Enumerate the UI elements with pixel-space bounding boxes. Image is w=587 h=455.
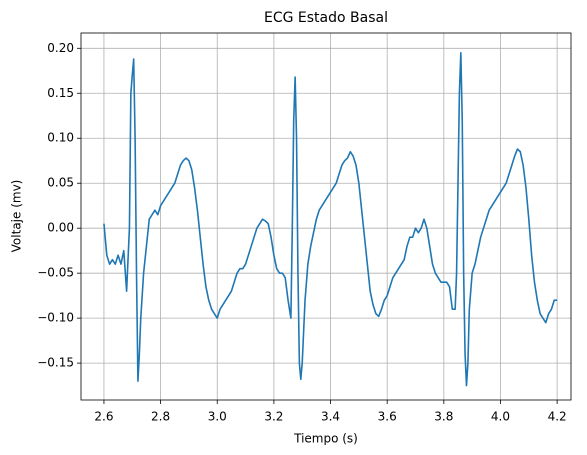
y-tick-label: 0.20 <box>47 41 74 55</box>
plot-frame <box>80 32 572 401</box>
y-tick-label: 0.00 <box>47 221 74 235</box>
y-tick-label: 0.10 <box>47 131 74 145</box>
x-tick-label: 3.0 <box>208 410 227 424</box>
x-tick-label: 2.8 <box>151 410 170 424</box>
x-tick-label: 4.0 <box>491 410 510 424</box>
y-tick-label: −0.15 <box>37 356 74 370</box>
x-tick-label: 3.6 <box>378 410 397 424</box>
x-tick-label: 2.6 <box>94 410 113 424</box>
x-axis-label: Tiempo (s) <box>293 432 358 446</box>
x-tick-label: 3.8 <box>434 410 453 424</box>
line-series <box>103 51 558 387</box>
y-tick-label: −0.05 <box>37 266 74 280</box>
y-tick-label: 0.05 <box>47 176 74 190</box>
x-tick-label: 4.2 <box>548 410 567 424</box>
y-tick-label: 0.15 <box>47 86 74 100</box>
y-tick-label: −0.10 <box>37 311 74 325</box>
y-axis-label: Voltaje (mv) <box>10 180 24 253</box>
chart-title: ECG Estado Basal <box>264 10 388 26</box>
x-tick-label: 3.2 <box>264 410 283 424</box>
x-tick-label: 3.4 <box>321 410 340 424</box>
